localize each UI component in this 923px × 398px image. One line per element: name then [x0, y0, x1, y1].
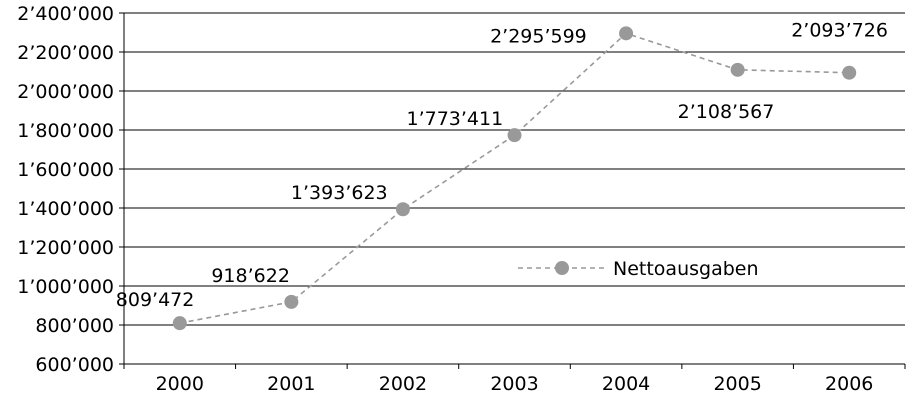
data-point: [172, 316, 187, 331]
data-label: 2’295’599: [490, 25, 587, 47]
y-tick-label: 1’200’000: [17, 237, 114, 259]
y-tick-label: 800’000: [35, 315, 114, 337]
data-label: 1’393’623: [291, 182, 388, 204]
data-point: [730, 62, 745, 77]
data-point: [842, 65, 857, 80]
data-point: [507, 128, 522, 143]
legend-marker: [555, 261, 569, 275]
y-tick-labels: 600’000 800’000 1’000’000 1’200’000 1’400’00…: [17, 3, 114, 376]
y-tick-label: 1’600’000: [17, 159, 114, 181]
data-label: 918’622: [211, 265, 290, 287]
legend-label: Nettoausgaben: [613, 258, 759, 280]
data-point: [619, 26, 634, 41]
y-tick-label: 600’000: [35, 354, 114, 376]
x-tick-label: 2005: [713, 373, 761, 395]
data-point: [284, 294, 299, 309]
data-label: 2’108’567: [678, 101, 775, 123]
data-point: [395, 202, 410, 217]
x-tick-label: 2001: [267, 373, 315, 395]
y-tick-label: 1’800’000: [17, 120, 114, 142]
x-tick-label: 2006: [825, 373, 873, 395]
y-tick-label: 1’000’000: [17, 276, 114, 298]
x-tick-label: 2003: [490, 373, 538, 395]
y-tick-label: 2’400’000: [17, 3, 114, 25]
data-label: 809’472: [116, 289, 195, 311]
data-label: 2’093’726: [791, 20, 888, 42]
y-tick-label: 2’200’000: [17, 42, 114, 64]
data-label: 1’773’411: [407, 108, 504, 130]
x-tick-labels: 2000 2001 2002 2003 2004 2005 2006: [156, 373, 874, 395]
axes: [119, 12, 906, 369]
x-tick-label: 2002: [379, 373, 427, 395]
data-labels: 809’472 918’622 1’393’623 1’773’411 2’295’59…: [116, 20, 888, 311]
legend: Nettoausgaben: [518, 258, 759, 280]
x-tick-label: 2000: [156, 373, 204, 395]
y-tick-label: 2’000’000: [17, 81, 114, 103]
series-nettoausgaben: [172, 26, 857, 331]
y-tick-label: 1’400’000: [17, 198, 114, 220]
x-tick-label: 2004: [602, 373, 650, 395]
